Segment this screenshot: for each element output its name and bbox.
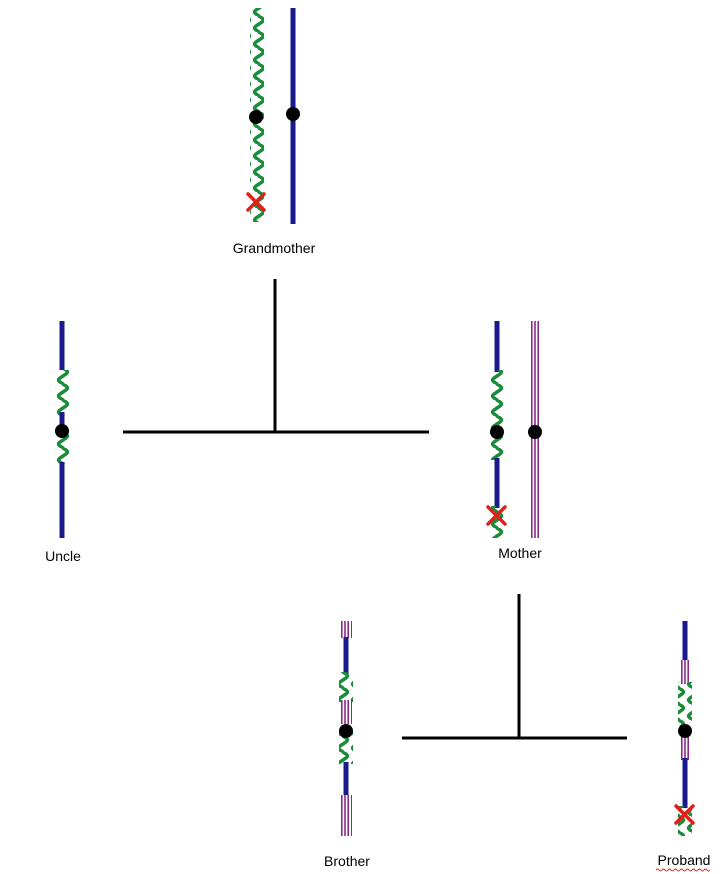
- pedigree-line-generation-1: [123, 279, 429, 434]
- brother-striped-segment-middle: [341, 700, 352, 724]
- mother-wavy-segment-upper: [490, 370, 504, 460]
- brother-centromere: [339, 724, 353, 738]
- brother-label: Brother: [324, 853, 370, 869]
- grandmother-centromere-right: [286, 107, 300, 121]
- brother-striped-segment-bottom: [341, 795, 352, 836]
- pedigree-line-generation-2: [402, 594, 627, 740]
- mother-chromosome-pair: [486, 321, 542, 538]
- uncle-chromosome: [55, 321, 69, 538]
- brother-striped-segment-top: [341, 621, 352, 638]
- mother-label: Mother: [498, 545, 542, 561]
- grandmother-label: Grandmother: [233, 240, 316, 256]
- proband-mutation-cross-icon: [674, 804, 695, 825]
- proband-chromosome: [674, 621, 695, 836]
- uncle-wavy-segment-lower: [55, 432, 69, 464]
- proband-wavy-segment-upper: [678, 682, 692, 726]
- grandmother-mutation-cross-icon: [246, 192, 266, 212]
- brother-wavy-segment-lower: [339, 732, 353, 764]
- grandmother-chromosome-pair: [246, 8, 300, 224]
- proband-striped-segment-upper: [680, 660, 691, 684]
- proband-striped-segment-lower: [680, 734, 691, 760]
- grandmother-centromere-left: [249, 110, 263, 124]
- brother-wavy-segment-upper: [339, 672, 353, 702]
- brother-chromosome: [339, 621, 353, 836]
- mother-centromere-left: [490, 425, 504, 439]
- uncle-wavy-segment-upper: [55, 370, 69, 416]
- mother-mutation-cross-icon: [486, 505, 507, 526]
- proband-centromere: [678, 724, 692, 738]
- mother-centromere-right: [528, 425, 542, 439]
- proband-spellcheck-underline: [655, 868, 711, 872]
- uncle-label: Uncle: [45, 548, 81, 564]
- proband-label: Proband: [658, 852, 711, 868]
- uncle-centromere: [55, 424, 69, 438]
